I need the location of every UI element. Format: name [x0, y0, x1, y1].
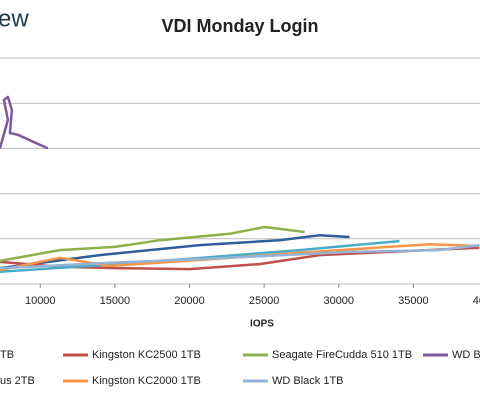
- x-axis-label: IOPS: [250, 319, 274, 330]
- legend-label: Kingston KC2000 1TB: [92, 375, 201, 387]
- legend-label: Seagate FireCudda 510 1TB: [272, 349, 412, 361]
- x-tick-label: 10000: [25, 295, 56, 307]
- series-line: [0, 233, 350, 270]
- legend-label: Kingston KC2500 1TB: [92, 349, 201, 361]
- legend-label: WD B: [452, 349, 480, 361]
- x-tick-label: 25000: [249, 295, 280, 307]
- x-tick-label: 40000: [473, 295, 480, 307]
- chart-title: VDI Monday Login: [162, 16, 319, 36]
- logo: ew: [0, 5, 29, 32]
- x-tick-label: 30000: [323, 295, 354, 307]
- x-tick-label: 15000: [100, 295, 131, 307]
- legend-label: TB: [0, 349, 14, 361]
- x-tick-label: 20000: [174, 295, 205, 307]
- series-line: [0, 95, 49, 150]
- series-line: [0, 225, 305, 263]
- x-tick-label: 35000: [398, 295, 429, 307]
- legend-label: us 2TB: [0, 375, 35, 387]
- series-line: [0, 243, 480, 270]
- series-line: [0, 239, 400, 274]
- legend-label: WD Black 1TB: [272, 375, 344, 387]
